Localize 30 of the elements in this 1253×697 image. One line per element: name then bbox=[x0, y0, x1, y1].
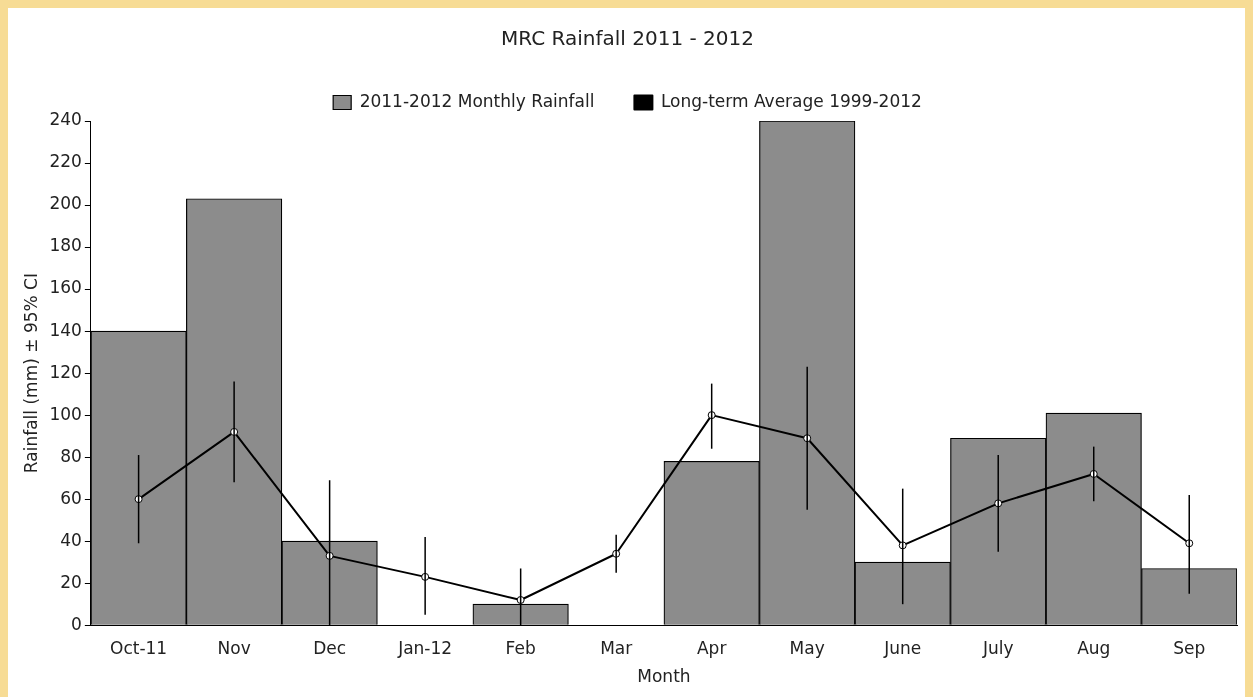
x-tick-label: Dec bbox=[313, 637, 347, 658]
y-tick-label: 200 bbox=[49, 193, 82, 214]
y-tick-label: 80 bbox=[60, 445, 82, 466]
x-tick-label: Sep bbox=[1173, 637, 1206, 658]
y-axis-title: Rainfall (mm) ± 95% CI bbox=[20, 273, 41, 474]
x-tick-label: Apr bbox=[696, 637, 727, 658]
x-axis-title: Month bbox=[637, 666, 691, 687]
y-tick-label: 240 bbox=[49, 109, 82, 130]
y-tick-label: 120 bbox=[49, 361, 82, 382]
x-tick-label: Oct-11 bbox=[110, 637, 168, 658]
x-tick-label: May bbox=[789, 637, 825, 658]
y-tick-label: 220 bbox=[49, 151, 82, 172]
y-tick-label: 20 bbox=[60, 571, 82, 592]
legend-label: Long-term Average 1999-2012 bbox=[660, 90, 922, 111]
x-tick-label: Mar bbox=[600, 637, 633, 658]
x-tick-label: June bbox=[883, 637, 922, 658]
y-tick-label: 180 bbox=[49, 235, 82, 256]
legend-label: 2011-2012 Monthly Rainfall bbox=[359, 90, 595, 111]
x-tick-label: Aug bbox=[1077, 637, 1111, 658]
x-tick-label: July bbox=[981, 637, 1014, 658]
x-tick-label: Nov bbox=[217, 637, 251, 658]
y-tick-label: 140 bbox=[49, 319, 82, 340]
y-tick-label: 40 bbox=[60, 529, 82, 550]
x-tick-label: Feb bbox=[505, 637, 536, 658]
y-tick-label: 0 bbox=[71, 613, 82, 634]
y-tick-label: 60 bbox=[60, 487, 82, 508]
y-tick-label: 160 bbox=[49, 277, 82, 298]
chart-title: MRC Rainfall 2011 - 2012 bbox=[501, 26, 754, 51]
x-tick-label: Jan-12 bbox=[397, 637, 453, 658]
y-tick-label: 100 bbox=[49, 403, 82, 424]
